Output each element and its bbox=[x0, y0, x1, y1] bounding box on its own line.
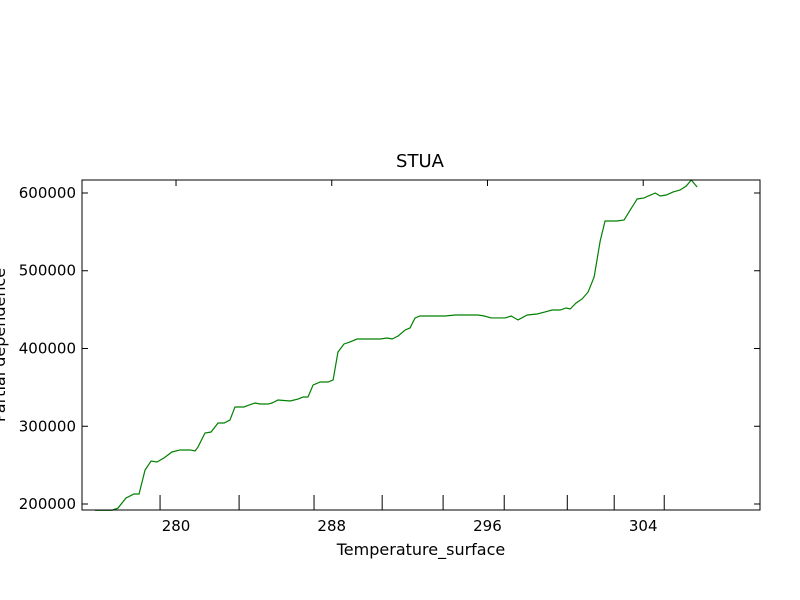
y-tick-label: 500000 bbox=[19, 262, 76, 280]
x-tick-label: 296 bbox=[473, 517, 502, 535]
y-tick-label: 300000 bbox=[19, 417, 76, 435]
y-tick-label: 400000 bbox=[19, 339, 76, 357]
plot-frame bbox=[81, 179, 761, 511]
x-tick-label: 288 bbox=[317, 517, 346, 535]
chart-title: STUA bbox=[396, 151, 445, 172]
x-tick-label: 280 bbox=[162, 517, 191, 535]
y-tick-label: 600000 bbox=[19, 184, 76, 202]
line bbox=[95, 179, 698, 511]
x-tick-label: 304 bbox=[629, 517, 658, 535]
y-axis-label: Partial dependence bbox=[0, 268, 9, 422]
x-axis-label: Temperature_surface bbox=[336, 540, 505, 560]
y-tick-label: 200000 bbox=[19, 495, 76, 513]
